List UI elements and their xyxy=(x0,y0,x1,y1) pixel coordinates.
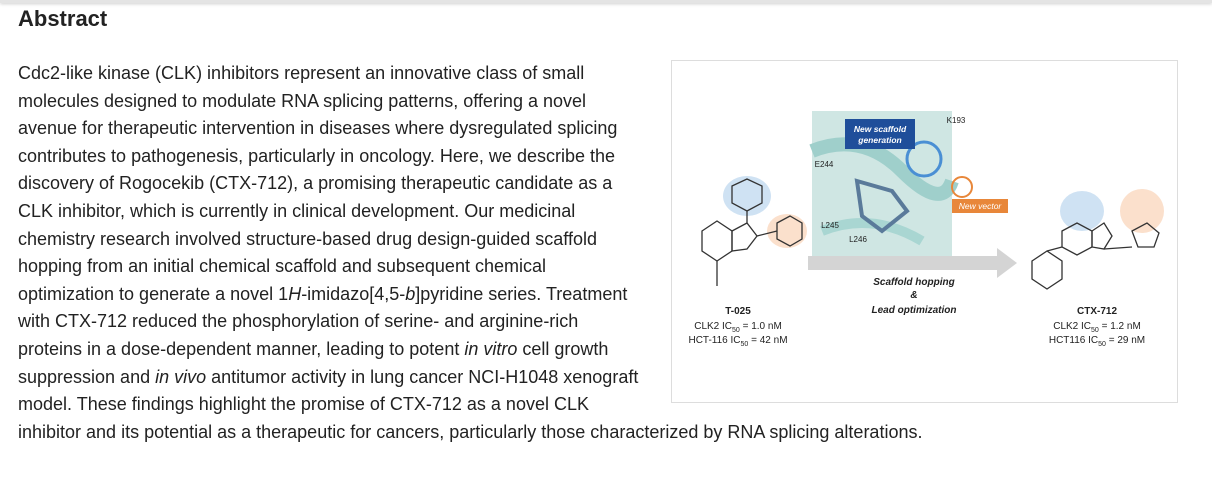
text-run: in vivo xyxy=(155,366,207,387)
figure-label: generation xyxy=(857,135,901,145)
figure-label: E244 xyxy=(815,160,834,169)
ic50-part: HCT-116 IC xyxy=(688,335,740,346)
ic50-label: CLK2 IC50 = 1.2 nM xyxy=(1053,321,1141,334)
ic50-part: 50 xyxy=(741,341,749,348)
text-run: -imidazo[4,5- xyxy=(301,283,406,304)
ic50-label: HCT-116 IC50 = 42 nM xyxy=(688,335,787,348)
figure-label: New scaffold xyxy=(854,124,907,134)
text-run: Cdc2-like kinase (CLK) inhibitors repres… xyxy=(18,63,618,304)
ic50-part: CLK2 IC xyxy=(694,321,732,332)
ic50-part: = 42 nM xyxy=(748,335,787,346)
graphical-abstract: New scaffold generation New vector K193 E244… xyxy=(671,60,1178,403)
ic50-part: = 29 nM xyxy=(1106,335,1145,346)
text-run: cell growth suppression and xyxy=(18,338,609,387)
ic50-part: 50 xyxy=(1091,327,1099,334)
figure-label: & xyxy=(910,290,917,301)
text-run: H xyxy=(288,283,302,304)
abstract-body: New scaffold generation New vector K193 E244… xyxy=(18,60,1178,446)
ic50-label: HCT116 IC50 = 29 nM xyxy=(1049,335,1145,348)
abstract-text: Cdc2-like kinase (CLK) inhibitors repres… xyxy=(18,60,1178,446)
figure-label: Lead optimization xyxy=(872,305,957,316)
ic50-part: HCT116 IC xyxy=(1049,335,1098,346)
text-run: ]pyridine series. Treatment with CTX-712… xyxy=(18,283,628,359)
ic50-part: 50 xyxy=(1098,341,1106,348)
ic50-label: CLK2 IC50 = 1.0 nM xyxy=(694,321,782,334)
figure-label: L246 xyxy=(849,235,867,244)
compound-name: T-025 xyxy=(725,306,751,317)
figure-label: L245 xyxy=(821,221,839,230)
ic50-part: CLK2 IC xyxy=(1053,321,1091,332)
figure-label: New vector xyxy=(959,201,1003,211)
compound-name: CTX-712 xyxy=(1077,306,1117,317)
figure-label: Scaffold hopping xyxy=(873,277,954,288)
ic50-part: = 1.2 nM xyxy=(1099,321,1141,332)
top-bar xyxy=(0,0,1212,3)
text-run: b xyxy=(405,283,416,304)
text-run: in vitro xyxy=(464,338,518,359)
ic50-part: 50 xyxy=(732,327,740,334)
ic50-part: = 1.0 nM xyxy=(740,321,782,332)
section-title: Abstract xyxy=(18,6,108,31)
figure-label: K193 xyxy=(947,116,966,125)
text-run: antitumor activity in lung cancer NCI-H1… xyxy=(18,366,923,442)
